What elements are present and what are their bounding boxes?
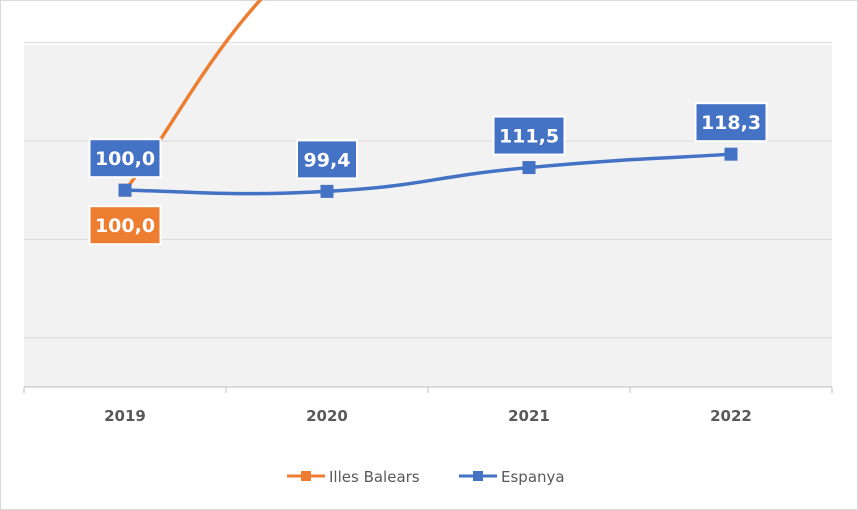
series-layer bbox=[118, 0, 738, 198]
data-point-espanya bbox=[522, 161, 536, 175]
legend-swatch-marker bbox=[473, 471, 483, 481]
data-label: 99,4 bbox=[304, 149, 351, 171]
data-label: 118,3 bbox=[701, 112, 761, 134]
x-tick-label: 2020 bbox=[306, 407, 348, 425]
legend: Illes Balears Espanya bbox=[287, 468, 565, 486]
series-line-espanya bbox=[123, 152, 733, 196]
x-tick-label: 2022 bbox=[710, 407, 752, 425]
data-point-espanya bbox=[118, 183, 132, 197]
data-label-box bbox=[296, 139, 358, 180]
data-label-box bbox=[88, 205, 162, 246]
x-tick-label: 2019 bbox=[104, 407, 146, 425]
x-tick-label: 2021 bbox=[508, 407, 550, 425]
series-line-illes-balears bbox=[123, 0, 263, 192]
data-label: 100,0 bbox=[95, 148, 155, 170]
legend-label: Espanya bbox=[501, 468, 565, 486]
x-axis: 2019 2020 2021 2022 bbox=[23, 386, 833, 425]
data-label-box bbox=[694, 102, 768, 143]
data-point-espanya bbox=[320, 184, 334, 198]
data-label-box bbox=[492, 115, 566, 156]
data-point-espanya bbox=[724, 147, 738, 161]
data-label-box bbox=[88, 138, 162, 179]
data-label: 100,0 bbox=[95, 215, 155, 237]
legend-swatch-marker bbox=[301, 471, 311, 481]
legend-label: Illes Balears bbox=[329, 468, 420, 486]
data-label: 111,5 bbox=[499, 126, 559, 148]
